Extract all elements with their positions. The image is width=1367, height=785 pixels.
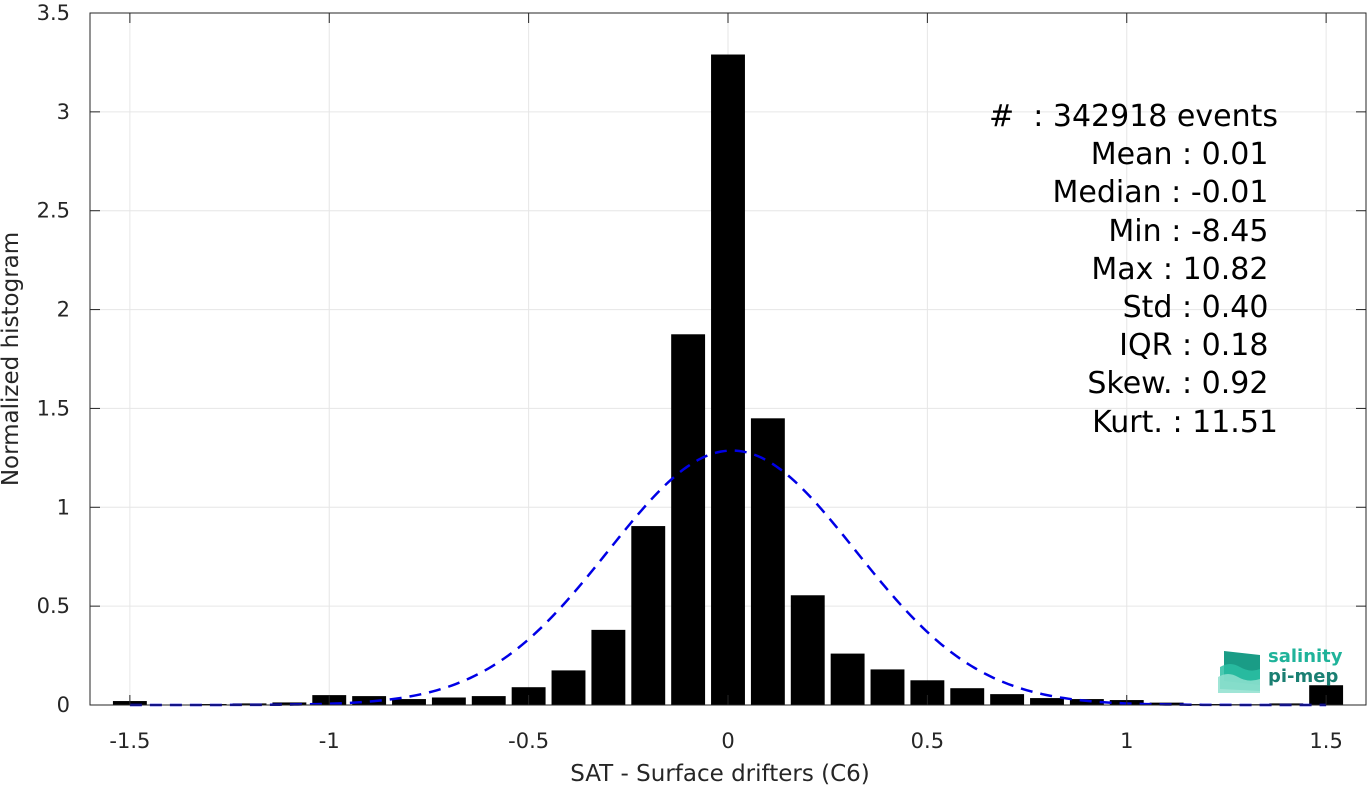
histogram-bar: [551, 670, 586, 705]
x-tick-label: 0.5: [911, 729, 944, 753]
stat-median: Median : -0.01: [1052, 175, 1278, 211]
histogram-bar: [352, 696, 387, 705]
x-axis-label: SAT - Surface drifters (C6): [570, 761, 870, 785]
x-tick-label: -0.5: [508, 729, 549, 753]
histogram-bar: [870, 669, 905, 705]
x-tick-label: 0: [721, 729, 734, 753]
logo-line1: salinity: [1268, 646, 1343, 667]
y-tick-label: 1: [57, 495, 70, 519]
x-tick-label: -1: [319, 729, 340, 753]
logo-line2: pi-mep: [1268, 666, 1339, 687]
stat-events: # : 342918 events: [989, 99, 1278, 134]
y-tick-label: 0.5: [37, 594, 70, 618]
stat-skew: Skew. : 0.92: [1087, 366, 1278, 402]
salinity-pimep-logo: salinity pi-mep: [1216, 645, 1346, 695]
histogram-bar: [392, 699, 426, 705]
logo-text: salinity pi-mep: [1268, 647, 1343, 687]
y-tick-label: 3.5: [37, 1, 70, 25]
histogram-bars: [112, 54, 1344, 705]
stat-min: Min : -8.45: [1108, 213, 1278, 249]
histogram-bar: [990, 694, 1025, 705]
y-tick-label: 3: [57, 100, 70, 124]
histogram-bar: [790, 595, 825, 705]
histogram-bar: [830, 653, 865, 705]
histogram-bar: [750, 418, 785, 705]
y-tick-label: 2.5: [37, 199, 70, 223]
histogram-bar: [950, 688, 985, 705]
y-axis-label: Normalized histogram: [0, 232, 24, 486]
stat-iqr: IQR : 0.18: [1119, 328, 1278, 364]
stat-kurt: Kurt. : 11.51: [1092, 404, 1278, 440]
stat-mean: Mean : 0.01: [1090, 137, 1278, 173]
stat-max: Max : 10.82: [1091, 251, 1278, 287]
stat-std: Std : 0.40: [1122, 290, 1278, 326]
histogram-bar: [471, 696, 506, 705]
histogram-bar: [671, 334, 706, 705]
statistics-box: # : 342918 events Mean : 0.01 Median : -…: [900, 98, 1278, 442]
x-tick-label: -1.5: [109, 729, 150, 753]
histogram-bar: [591, 629, 626, 705]
histogram-bar: [631, 526, 666, 705]
y-tick-label: 0: [57, 693, 70, 717]
y-tick-label: 2: [57, 298, 70, 322]
histogram-bar: [1030, 698, 1064, 705]
histogram-bar: [711, 54, 745, 705]
x-tick-label: 1: [1120, 729, 1133, 753]
y-tick-label: 1.5: [37, 396, 70, 420]
histogram-bar: [232, 703, 267, 705]
histogram-bar: [431, 697, 466, 705]
logo-wave-icon: [1218, 651, 1260, 693]
axis-ticks: -1.5 -1 -0.5 0 0.5 1 1.5 0 0.5 1 1.5 2 2.5 3 3.5: [37, 1, 1366, 753]
x-tick-label: 1.5: [1309, 729, 1342, 753]
histogram-bar: [272, 702, 307, 705]
